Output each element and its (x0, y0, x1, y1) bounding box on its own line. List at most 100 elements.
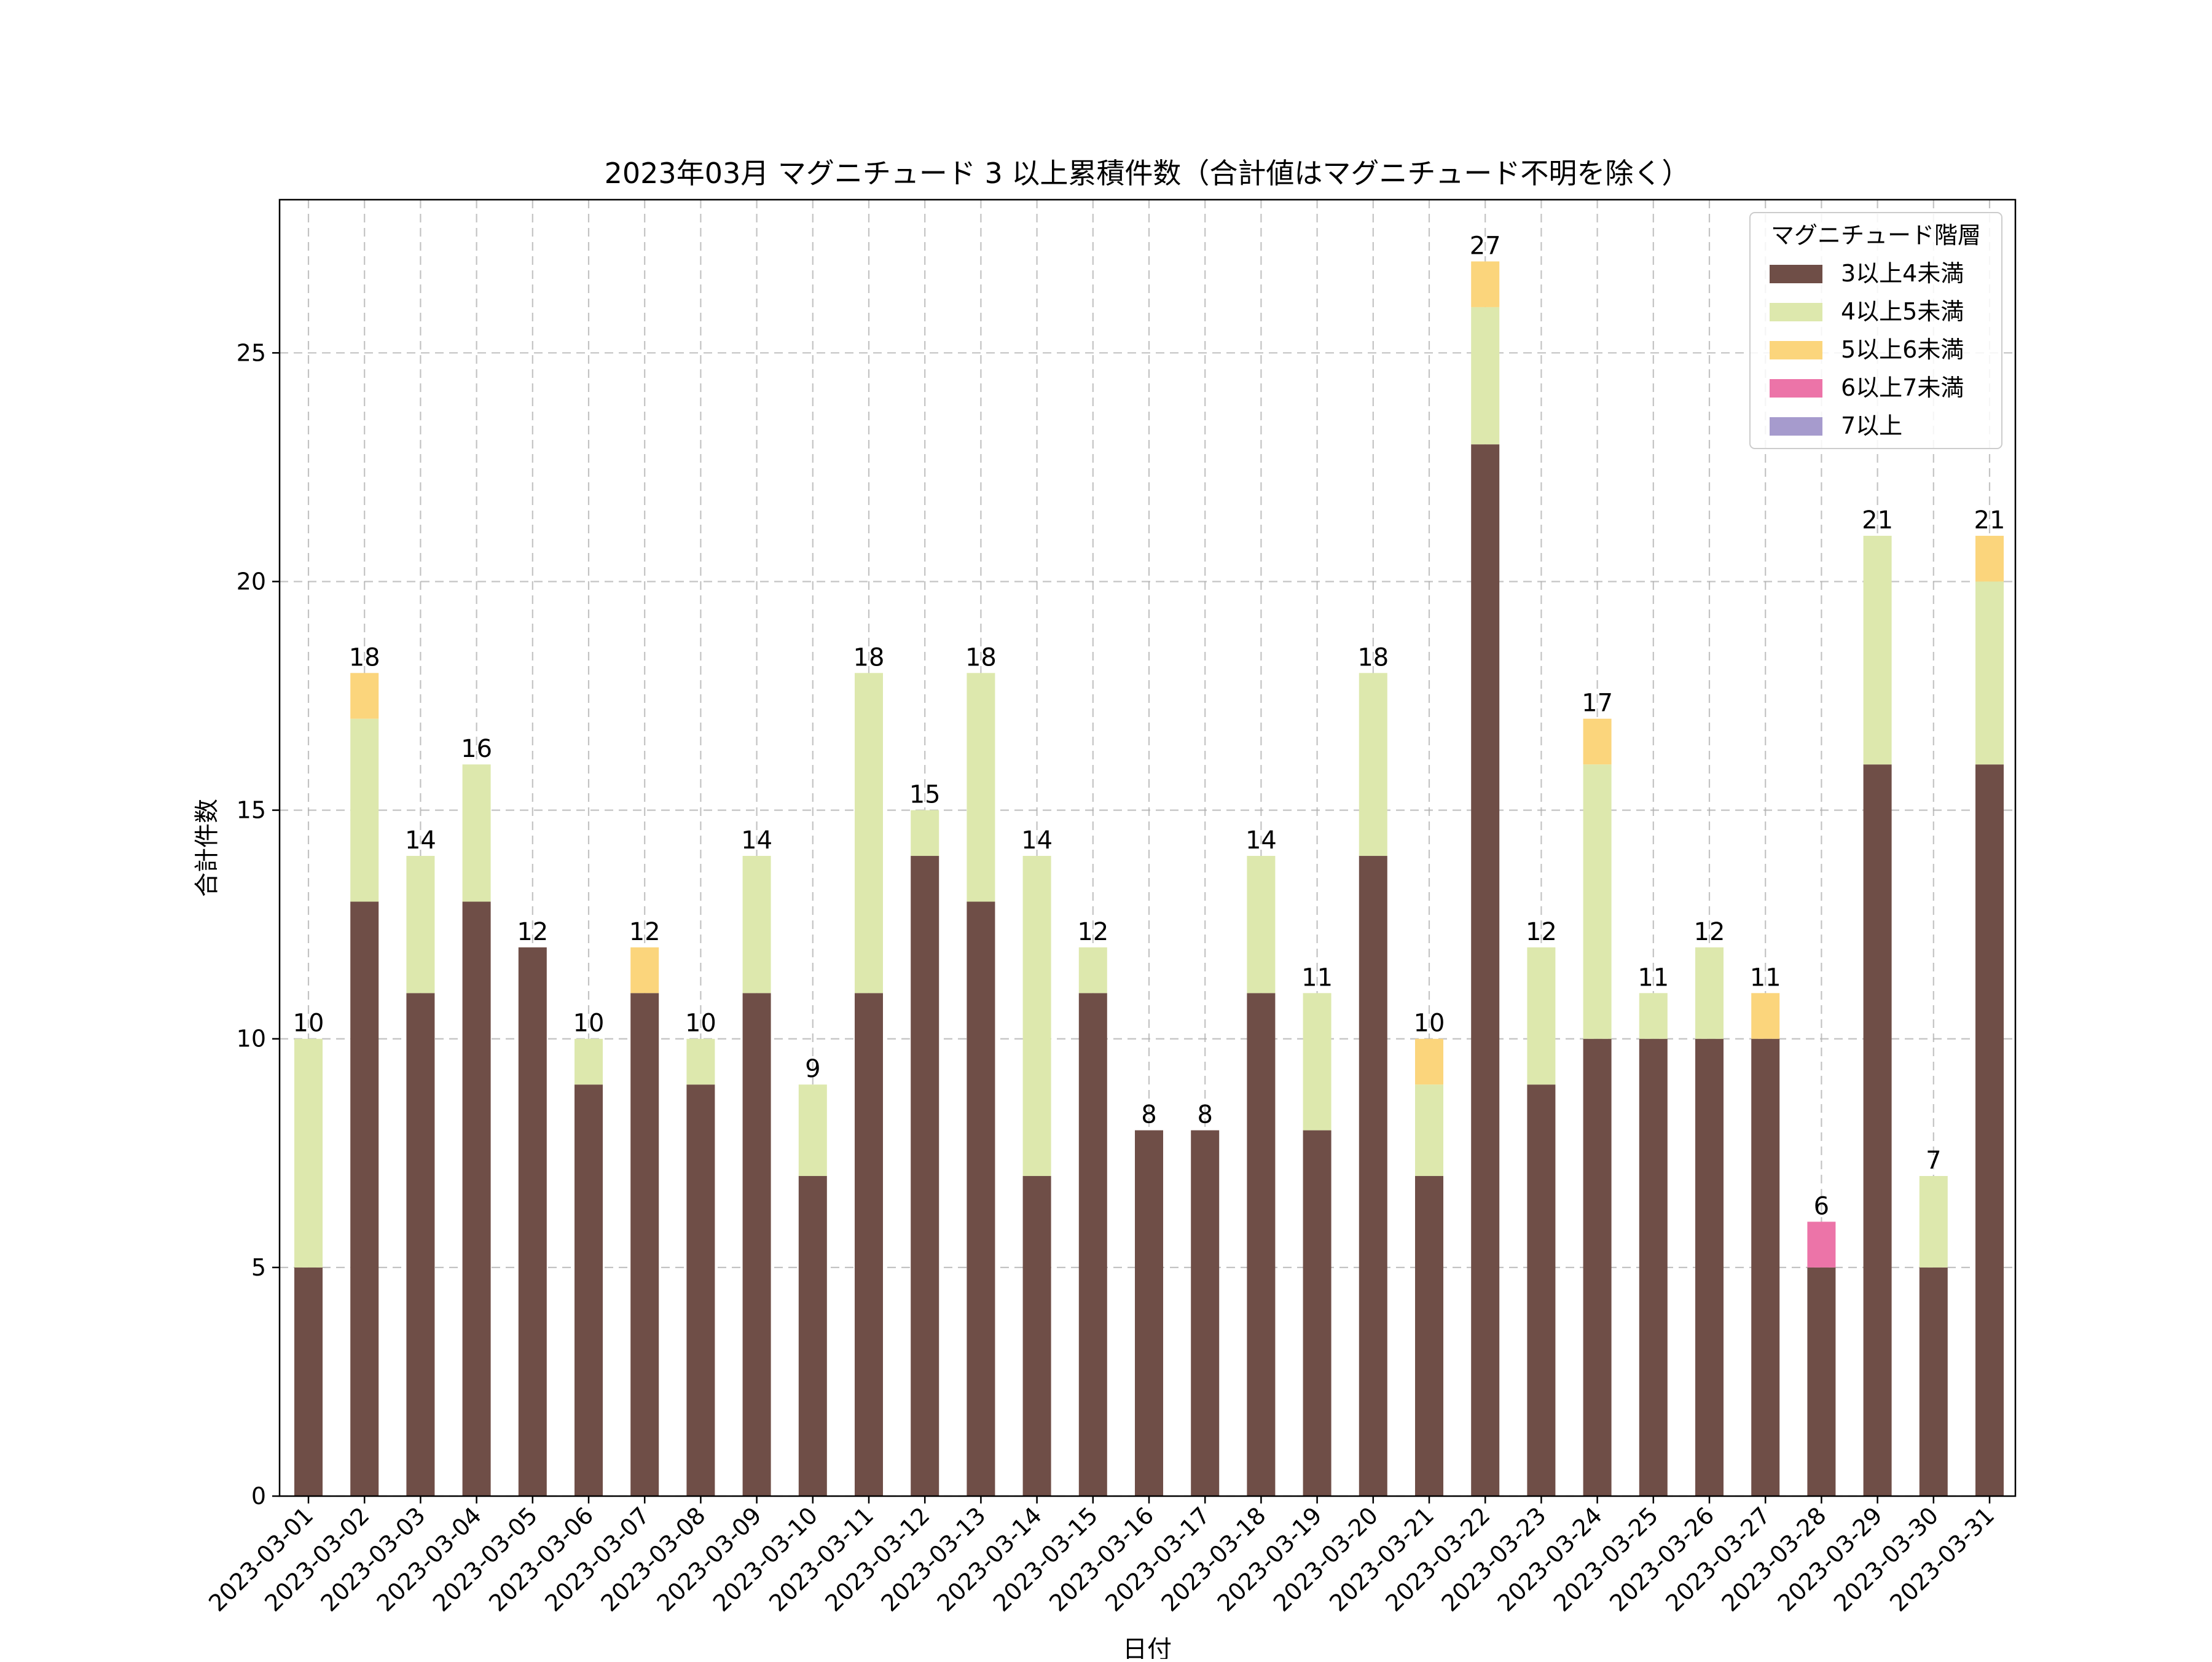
bar-segment (1471, 261, 1500, 307)
bar-segment (1078, 947, 1107, 994)
bar-segment (1975, 536, 2004, 582)
legend-label: 7以上 (1841, 412, 1902, 439)
y-tick-label: 10 (237, 1025, 266, 1052)
bar-segment (1695, 947, 1724, 1039)
bar-total-label: 21 (1862, 506, 1893, 535)
bar-total-label: 11 (1750, 963, 1781, 992)
bar-segment (742, 856, 771, 994)
bar-segment (1359, 856, 1387, 1496)
bar-segment (1247, 856, 1276, 994)
bar-segment (294, 1038, 323, 1268)
bar-total-label: 12 (1077, 918, 1108, 946)
bar-segment (1695, 1038, 1724, 1496)
bar-segment (1975, 764, 2004, 1496)
bar-segment (1415, 1176, 1443, 1496)
bar-total-label: 18 (853, 643, 885, 672)
bar-total-label: 11 (1637, 963, 1669, 992)
bar-segment (630, 993, 659, 1496)
labels-layer: 10 18 14 16 12 10 12 10 14 9 18 15 18 14 12 8 8 14 11 18 10 2… (293, 232, 2006, 1220)
bar-segment (1863, 536, 1892, 765)
bar-segment (1583, 718, 1612, 765)
bar-total-label: 27 (1470, 232, 1501, 260)
bar-segment (575, 1038, 603, 1085)
bar-segment (1583, 1038, 1612, 1496)
legend-swatch (1770, 341, 1822, 359)
plot-frame (278, 198, 2017, 1497)
legend-label: 3以上4未満 (1841, 260, 1964, 287)
bar-segment (350, 673, 379, 719)
bar-segment (1919, 1267, 1948, 1496)
bar-segment (1359, 673, 1387, 856)
bar-segment (1807, 1221, 1836, 1268)
y-tick-label: 20 (237, 568, 266, 595)
bar-total-label: 14 (741, 826, 772, 855)
bar-total-label: 8 (1141, 1101, 1156, 1129)
legend-swatch (1770, 417, 1822, 436)
bar-segment (630, 947, 659, 994)
bar-total-label: 10 (1414, 1009, 1445, 1038)
bar-total-label: 12 (517, 918, 548, 946)
legend-title: マグニチュード階層 (1771, 222, 1981, 249)
bar-total-label: 18 (349, 643, 380, 672)
bar-total-label: 11 (1301, 963, 1333, 992)
bar-segment (686, 1038, 715, 1085)
bar-segment (911, 810, 939, 856)
bar-total-label: 8 (1197, 1101, 1212, 1129)
bar-segment (1751, 1038, 1780, 1496)
bar-segment (350, 901, 379, 1496)
bar-total-label: 10 (293, 1009, 324, 1038)
bar-segment (575, 1084, 603, 1496)
bar-segment (462, 764, 491, 902)
bar-segment (1022, 856, 1051, 1177)
legend-items: 3以上4未満 4以上5未満 5以上6未満 6以上7未満 7以上 (1770, 260, 1964, 439)
bar-segment (967, 673, 995, 902)
y-tick-label: 25 (237, 339, 266, 366)
bar-segment (1751, 993, 1780, 1039)
bar-segment (1527, 1084, 1556, 1496)
bar-segment (1639, 1038, 1668, 1496)
y-axis-label: 合計件数 (193, 799, 221, 897)
bar-segment (855, 993, 883, 1496)
bar-segment (855, 673, 883, 994)
bar-segment (1639, 993, 1668, 1039)
bar-segment (967, 901, 995, 1496)
legend-swatch (1770, 379, 1822, 398)
y-tick-label: 15 (237, 797, 266, 824)
bar-total-label: 7 (1926, 1147, 1941, 1175)
legend-swatch (1770, 265, 1822, 283)
legend: マグニチュード階層 3以上4未満 4以上5未満 5以上6未満 6以上7未満 7以上 (1749, 212, 2002, 449)
bar-segment (798, 1084, 827, 1177)
bar-total-label: 9 (805, 1055, 820, 1083)
bar-segment (798, 1176, 827, 1496)
legend-swatch (1770, 303, 1822, 321)
bar-segment (1919, 1176, 1948, 1268)
bar-total-label: 10 (685, 1009, 716, 1038)
y-tick-label: 0 (251, 1483, 266, 1510)
bar-segment (1863, 764, 1892, 1496)
bar-total-label: 12 (1526, 918, 1557, 946)
bar-total-label: 14 (405, 826, 436, 855)
bar-total-label: 14 (1245, 826, 1277, 855)
bar-total-label: 12 (629, 918, 661, 946)
bar-segment (294, 1267, 323, 1496)
bar-total-label: 18 (965, 643, 997, 672)
bar-total-label: 10 (573, 1009, 605, 1038)
x-axis-label: 日付 (1123, 1636, 1172, 1659)
y-tick-label: 5 (251, 1254, 266, 1281)
ticks-layer: 05101520252023-03-012023-03-022023-03-03… (203, 339, 1999, 1617)
bar-segment (406, 856, 435, 994)
bar-total-label: 12 (1694, 918, 1725, 946)
bar-total-label: 21 (1974, 506, 2006, 535)
bar-total-label: 17 (1582, 689, 1613, 718)
bar-segment (1303, 993, 1332, 1131)
bar-total-label: 16 (461, 735, 492, 763)
bar-segment (1975, 581, 2004, 765)
legend-label: 6以上7未満 (1841, 374, 1964, 401)
bar-segment (1583, 764, 1612, 1039)
bar-total-label: 6 (1814, 1192, 1829, 1220)
bar-segment (1527, 947, 1556, 1085)
bar-segment (1022, 1176, 1051, 1496)
chart-title: 2023年03月 マグニチュード 3 以上累積件数（合計値はマグニチュード不明を… (605, 157, 1690, 190)
bar-segment (1471, 444, 1500, 1497)
